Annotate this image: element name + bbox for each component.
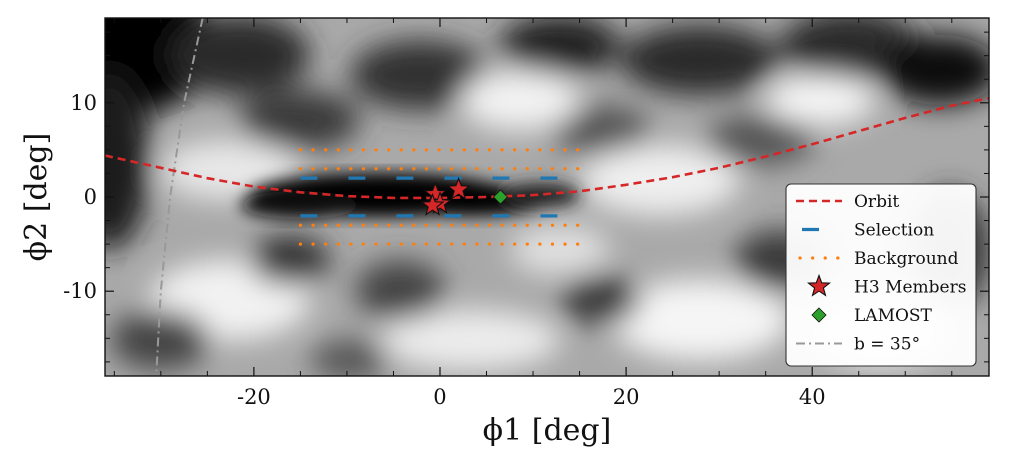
- x-tick-label: -20: [237, 385, 271, 409]
- orbit-line: [105, 96, 989, 200]
- h3-member-star-1: [423, 181, 448, 205]
- legend: Orbit Selection Background H3 Members LAMOST…: [785, 183, 977, 367]
- legend-label: Background: [854, 249, 959, 269]
- lamost-diamond-0: [492, 189, 509, 205]
- legend-box: [785, 183, 977, 367]
- y-tick-label: -10: [63, 279, 97, 303]
- legend-label: Selection: [854, 221, 934, 241]
- y-tick-label: 0: [84, 185, 97, 209]
- legend-label: b = 35°: [854, 335, 920, 355]
- data-overlay: [105, 18, 989, 376]
- h3-member-star-0: [446, 176, 471, 200]
- b35-line: [155, 18, 204, 376]
- legend-h3-star: [806, 273, 832, 297]
- y-tick-label: 10: [70, 91, 97, 115]
- legend-label: Orbit: [854, 192, 899, 212]
- axes: -20 0 20 40 -10 0 10: [63, 17, 990, 409]
- x-tick-label: 40: [799, 385, 826, 409]
- legend-label: H3 Members: [854, 278, 966, 298]
- x-tick-label: 0: [433, 385, 446, 409]
- h3-member-star-3: [420, 192, 445, 216]
- x-tick-label: 20: [613, 385, 640, 409]
- x-axis-label: ϕ1 [deg]: [483, 413, 612, 448]
- legend-label: LAMOST: [854, 306, 933, 326]
- legend-lamost-diamond: [811, 307, 827, 323]
- y-axis-label: ϕ2 [deg]: [19, 133, 54, 262]
